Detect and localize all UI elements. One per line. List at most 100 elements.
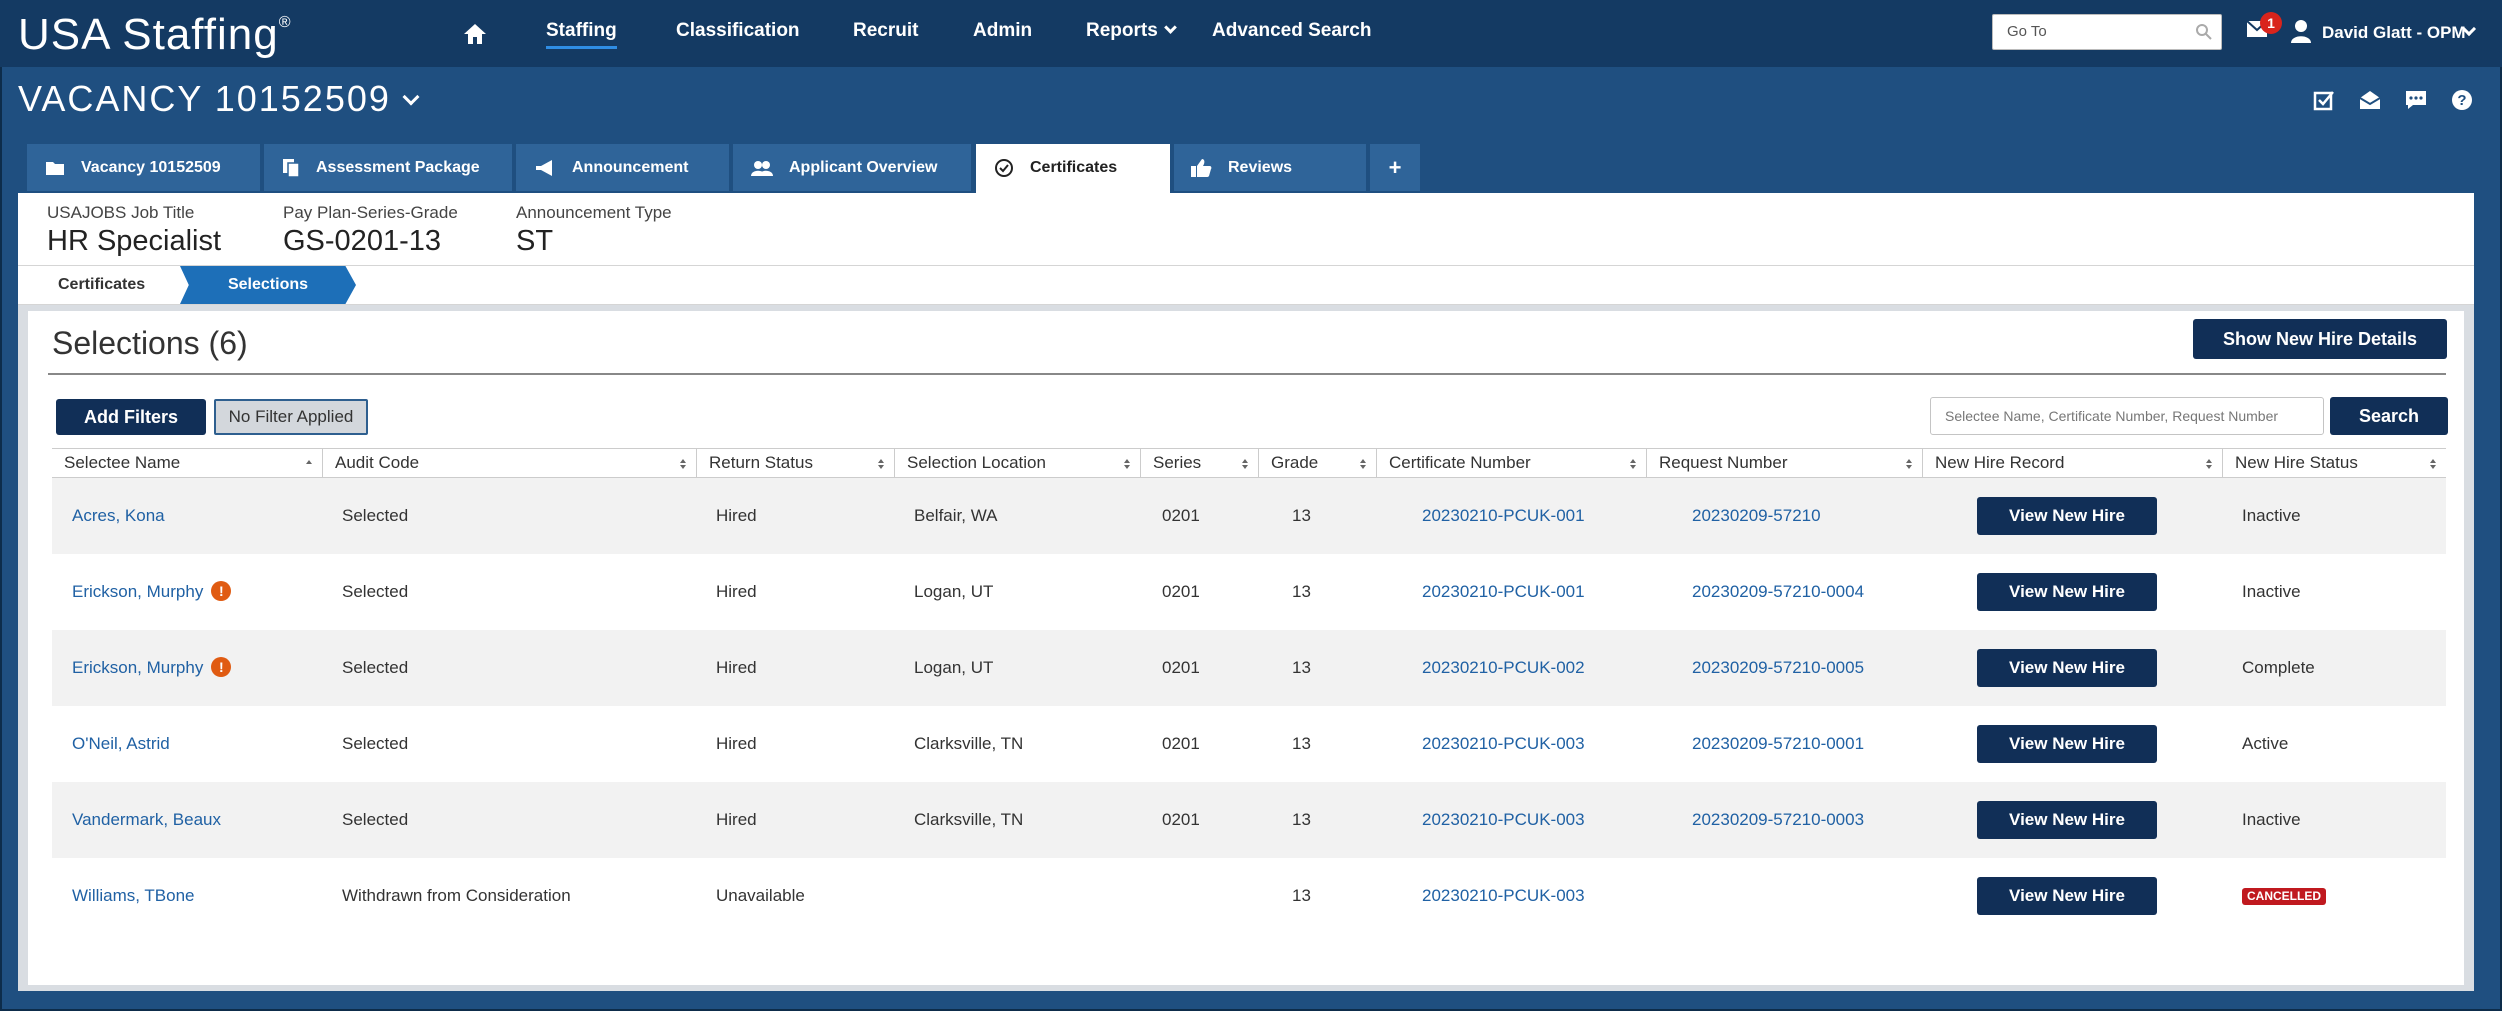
audit-code-cell: Selected (342, 734, 409, 753)
usa-staffing-logo[interactable]: USA Staffing® (18, 10, 291, 60)
selection-location-cell: Logan, UT (914, 658, 994, 677)
add-filters-button[interactable]: Add Filters (56, 399, 206, 435)
selectee-name-link[interactable]: Erickson, Murphy (72, 582, 204, 601)
request-number-link[interactable]: 20230209-57210-0004 (1692, 582, 1865, 601)
column-certificate-number[interactable]: Certificate Number (1376, 449, 1646, 477)
plus-icon: + (1388, 155, 1402, 180)
request-number-link[interactable]: 20230209-57210-0005 (1692, 658, 1865, 677)
column-label: Series (1153, 453, 1202, 472)
selectee-name-link[interactable]: Acres, Kona (72, 506, 165, 525)
series-cell: 0201 (1162, 810, 1200, 829)
view-new-hire-button[interactable]: View New Hire (1977, 725, 2157, 763)
add-tab-button[interactable]: + (1370, 144, 1420, 191)
nav-reports[interactable]: Reports (1086, 20, 1177, 42)
return-status-cell: Hired (716, 734, 757, 753)
thumbs-up-icon (1191, 158, 1212, 177)
sort-icon (2430, 459, 2436, 469)
search-icon (2196, 24, 2212, 40)
selectee-name-cell: Acres, Kona (72, 478, 165, 554)
announcement-type-value: ST (516, 225, 554, 257)
selection-location-cell: Clarksville, TN (914, 810, 1024, 829)
new-hire-status-cell: Inactive (2242, 582, 2301, 601)
view-new-hire-button[interactable]: View New Hire (1977, 649, 2157, 687)
tab-assessment-package[interactable]: Assessment Package (264, 144, 512, 191)
tab-applicant-overview[interactable]: Applicant Overview (733, 144, 971, 191)
filter-status-badge[interactable]: No Filter Applied (214, 399, 368, 435)
view-new-hire-button[interactable]: View New Hire (1977, 801, 2157, 839)
chat-icon[interactable] (2404, 88, 2428, 112)
mail-open-icon[interactable] (2358, 88, 2382, 112)
tab-reviews[interactable]: Reviews (1174, 144, 1366, 191)
nav-advanced-search[interactable]: Advanced Search (1212, 20, 1372, 41)
goto-input[interactable]: Go To (1992, 14, 2222, 50)
column-audit-code[interactable]: Audit Code (322, 449, 696, 477)
selection-search-input[interactable]: Selectee Name, Certificate Number, Reque… (1930, 397, 2324, 435)
column-selection-location[interactable]: Selection Location (894, 449, 1140, 477)
new-hire-status-cell: Inactive (2242, 810, 2301, 829)
request-number-link[interactable]: 20230209-57210-0003 (1692, 810, 1865, 829)
table-row: Erickson, Murphy! Selected Hired Logan, UT 0… (52, 554, 2446, 630)
user-icon[interactable] (2290, 19, 2312, 43)
return-status-cell: Hired (716, 582, 757, 601)
selectee-name-cell: Erickson, Murphy! (72, 630, 232, 706)
certificate-number-link[interactable]: 20230210-PCUK-003 (1422, 734, 1585, 753)
tab-announcement[interactable]: Announcement (516, 144, 729, 191)
selectee-name-link[interactable]: Vandermark, Beaux (72, 810, 221, 829)
selection-location-cell: Belfair, WA (914, 506, 998, 525)
certificate-number-link[interactable]: 20230210-PCUK-003 (1422, 886, 1585, 905)
notification-badge: 1 (2260, 12, 2282, 34)
help-icon[interactable]: ? (2450, 88, 2474, 112)
alert-icon[interactable]: ! (211, 656, 232, 677)
nav-reports-label: Reports (1086, 20, 1158, 41)
vacancy-title-text: VACANCY 10152509 (18, 78, 391, 119)
tab-vacancy[interactable]: Vacancy 10152509 (27, 144, 260, 191)
vacancy-title[interactable]: VACANCY 10152509 (18, 78, 420, 120)
announcement-type-block: Announcement Type ST (516, 203, 672, 258)
selectee-name-link[interactable]: Erickson, Murphy (72, 658, 204, 677)
view-new-hire-button[interactable]: View New Hire (1977, 877, 2157, 915)
column-new-hire-record[interactable]: New Hire Record (1922, 449, 2222, 477)
certificate-number-link[interactable]: 20230210-PCUK-003 (1422, 810, 1585, 829)
nav-recruit[interactable]: Recruit (853, 20, 919, 41)
column-selectee-name[interactable]: Selectee Name (52, 449, 322, 477)
new-hire-status-cell: CANCELLED (2242, 858, 2326, 934)
column-grade[interactable]: Grade (1258, 449, 1376, 477)
nav-classification[interactable]: Classification (676, 20, 800, 41)
tab-certificates[interactable]: Certificates (976, 144, 1170, 196)
home-icon[interactable] (462, 22, 488, 46)
certificate-number-link[interactable]: 20230210-PCUK-001 (1422, 506, 1585, 525)
chevron-down-icon (1163, 21, 1177, 34)
selectee-name-link[interactable]: Williams, TBone (72, 886, 195, 905)
breadcrumb-selections[interactable]: Selections (180, 266, 356, 304)
request-number-link[interactable]: 20230209-57210-0001 (1692, 734, 1865, 753)
request-number-link[interactable]: 20230209-57210 (1692, 506, 1821, 525)
nav-staffing[interactable]: Staffing (546, 20, 617, 49)
grade-cell: 13 (1292, 506, 1311, 525)
column-new-hire-status[interactable]: New Hire Status (2222, 449, 2446, 477)
certificate-number-link[interactable]: 20230210-PCUK-001 (1422, 582, 1585, 601)
checkbox-icon[interactable] (2312, 88, 2336, 112)
alert-icon[interactable]: ! (211, 580, 232, 601)
return-status-cell: Hired (716, 658, 757, 677)
tab-label: Announcement (572, 159, 689, 176)
certificate-number-link[interactable]: 20230210-PCUK-002 (1422, 658, 1585, 677)
nav-admin[interactable]: Admin (973, 20, 1033, 41)
grade-cell: 13 (1292, 734, 1311, 753)
selectee-name-cell: O'Neil, Astrid (72, 706, 170, 782)
user-menu[interactable]: David Glatt - OPM (2322, 23, 2466, 42)
goto-placeholder: Go To (2007, 23, 2047, 40)
column-label: Audit Code (335, 453, 420, 472)
selectee-name-link[interactable]: O'Neil, Astrid (72, 734, 170, 753)
column-request-number[interactable]: Request Number (1646, 449, 1922, 477)
search-button[interactable]: Search (2330, 397, 2448, 435)
table-row: Vandermark, Beaux Selected Hired Clarksvill… (52, 782, 2446, 858)
column-series[interactable]: Series (1140, 449, 1258, 477)
audit-code-cell: Selected (342, 506, 409, 525)
breadcrumb-certificates[interactable]: Certificates (58, 276, 146, 293)
audit-code-cell: Withdrawn from Consideration (342, 886, 571, 905)
new-hire-status-cell: Inactive (2242, 506, 2301, 525)
show-new-hire-details-button[interactable]: Show New Hire Details (2193, 319, 2447, 359)
view-new-hire-button[interactable]: View New Hire (1977, 573, 2157, 611)
view-new-hire-button[interactable]: View New Hire (1977, 497, 2157, 535)
column-return-status[interactable]: Return Status (696, 449, 894, 477)
